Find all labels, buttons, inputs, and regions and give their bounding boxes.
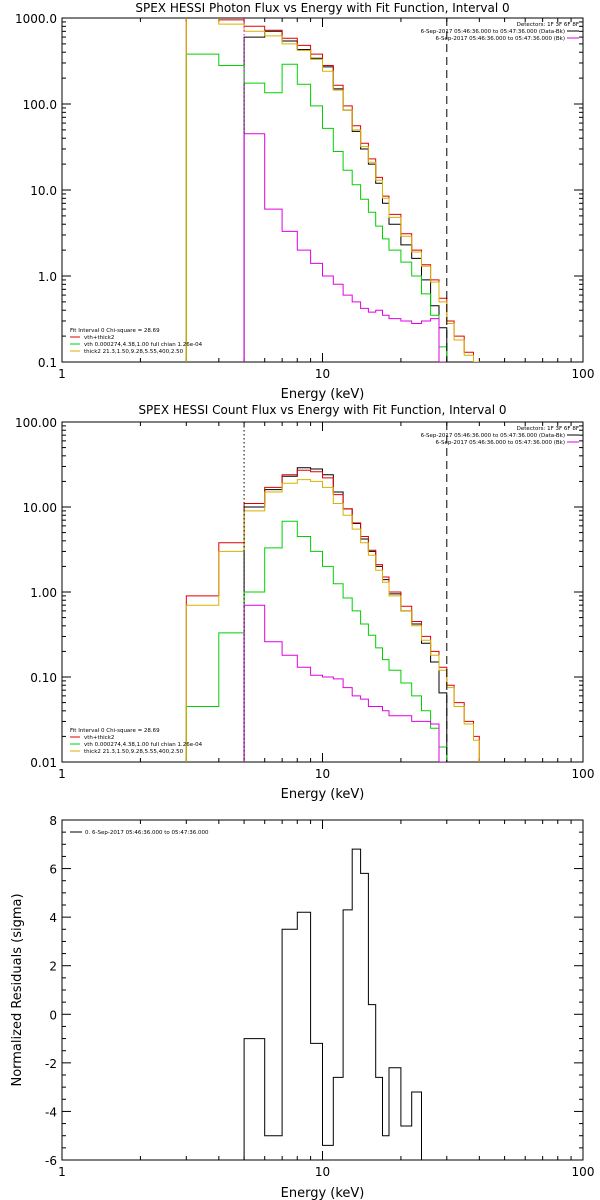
chart-title: SPEX HESSI Count Flux vs Energy with Fit… <box>138 403 506 417</box>
fit-legend-label: vth+thick2 <box>84 735 114 741</box>
x-tick-label: 10 <box>315 1165 330 1179</box>
y-tick-label: 2 <box>49 960 57 974</box>
y-tick-label: 6 <box>49 863 57 877</box>
chart-panel-1: SPEX HESSI Photon Flux vs Energy with Fi… <box>15 1 594 402</box>
series-line-3 <box>185 53 448 362</box>
fit-legend-label: vth+thick2 <box>84 335 114 341</box>
y-tick-label: 100.00 <box>15 416 57 430</box>
y-tick-label: -4 <box>45 1105 57 1119</box>
x-tick-label: 1 <box>58 1165 66 1179</box>
series-line-4 <box>185 479 480 762</box>
x-tick-label: 100 <box>572 767 595 781</box>
x-tick-label: 100 <box>572 367 595 381</box>
y-axis-label: Normalized Residuals (sigma) <box>10 893 25 1086</box>
y-tick-label: 1.00 <box>30 586 57 600</box>
y-tick-label: 10.0 <box>30 184 57 198</box>
series-group <box>243 848 448 1160</box>
series-group <box>185 18 480 362</box>
chart-panel-3: 1 10 100 Energy (keV) -6 -4 -2 0 2 4 6 8 Normalized … <box>10 814 594 1200</box>
chart-title: SPEX HESSI Photon Flux vs Energy with Fi… <box>135 1 509 15</box>
fit-legend-header: Fit Interval 0 Chi-square = 28.69 <box>70 728 160 734</box>
x-axis-label: Energy (keV) <box>281 787 365 802</box>
series-line-4 <box>185 18 480 362</box>
fit-legend-label: thick2 21.3,1.50,9.28,5.55,400,2.50 <box>84 749 184 755</box>
series-line-3 <box>185 520 448 762</box>
y-tick-label: 0.10 <box>30 671 57 685</box>
y-tick-label: 1.0 <box>38 270 57 284</box>
legend-header: Detectors: 1F 3F 6F 8F <box>517 22 579 28</box>
series-line-2 <box>185 18 480 362</box>
series-line-5 <box>243 604 448 762</box>
y-tick-label: -2 <box>45 1057 57 1071</box>
y-tick-label: 100.0 <box>23 98 57 112</box>
legend-entry-label: 6-Sep-2017 05:46:36.000 to 05:47:36.000 … <box>436 440 566 446</box>
x-tick-label: 10 <box>315 767 330 781</box>
series-line-1 <box>243 30 448 362</box>
x-axis-label: Energy (keV) <box>281 387 365 402</box>
legend-entry-label: 6-Sep-2017 05:46:36.000 to 05:47:36.000 … <box>436 36 566 42</box>
chart-panel-2: SPEX HESSI Count Flux vs Energy with Fit… <box>15 403 594 802</box>
y-tick-label: 0.01 <box>30 756 57 770</box>
fit-legend-label: thick2 21.3,1.50,9.28,5.55,400,2.50 <box>84 349 184 355</box>
x-axis-label: Energy (keV) <box>281 1186 365 1200</box>
series-line-5 <box>243 133 448 362</box>
legend-entry-label: 6-Sep-2017 05:46:36.000 to 05:47:36.000 … <box>421 29 565 35</box>
fit-legend-header: Fit Interval 0 Chi-square = 28.69 <box>70 328 160 334</box>
y-tick-label: 0 <box>49 1008 57 1022</box>
x-tick-label: 10 <box>315 367 330 381</box>
x-tick-label: 1 <box>58 367 66 381</box>
series-group <box>185 467 480 762</box>
y-tick-label: 1000.0 <box>15 12 57 26</box>
y-tick-label: -6 <box>45 1154 57 1168</box>
series-line-1 <box>243 467 448 762</box>
fit-legend-label: vth 0.000274,4.38,1.00 full chian 1.26e-… <box>84 342 203 348</box>
y-tick-label: 10.00 <box>23 501 57 515</box>
y-tick-label: 4 <box>49 911 57 925</box>
x-tick-label: 1 <box>58 767 66 781</box>
fit-legend-label: vth 0.000274,4.38,1.00 full chian 1.26e-… <box>84 742 203 748</box>
legend-entry-label: 6-Sep-2017 05:46:36.000 to 05:47:36.000 … <box>421 433 565 439</box>
series-line-2 <box>185 469 480 762</box>
y-tick-label: 0.1 <box>38 356 57 370</box>
x-tick-label: 100 <box>572 1165 595 1179</box>
series-line-1 <box>243 848 448 1160</box>
legend-header: Detectors: 1F 3F 6F 8F <box>517 426 579 432</box>
y-tick-label: 8 <box>49 814 57 828</box>
legend-entry-label: 0. 6-Sep-2017 05:46:36.000 to 05:47:36.0… <box>85 830 209 836</box>
